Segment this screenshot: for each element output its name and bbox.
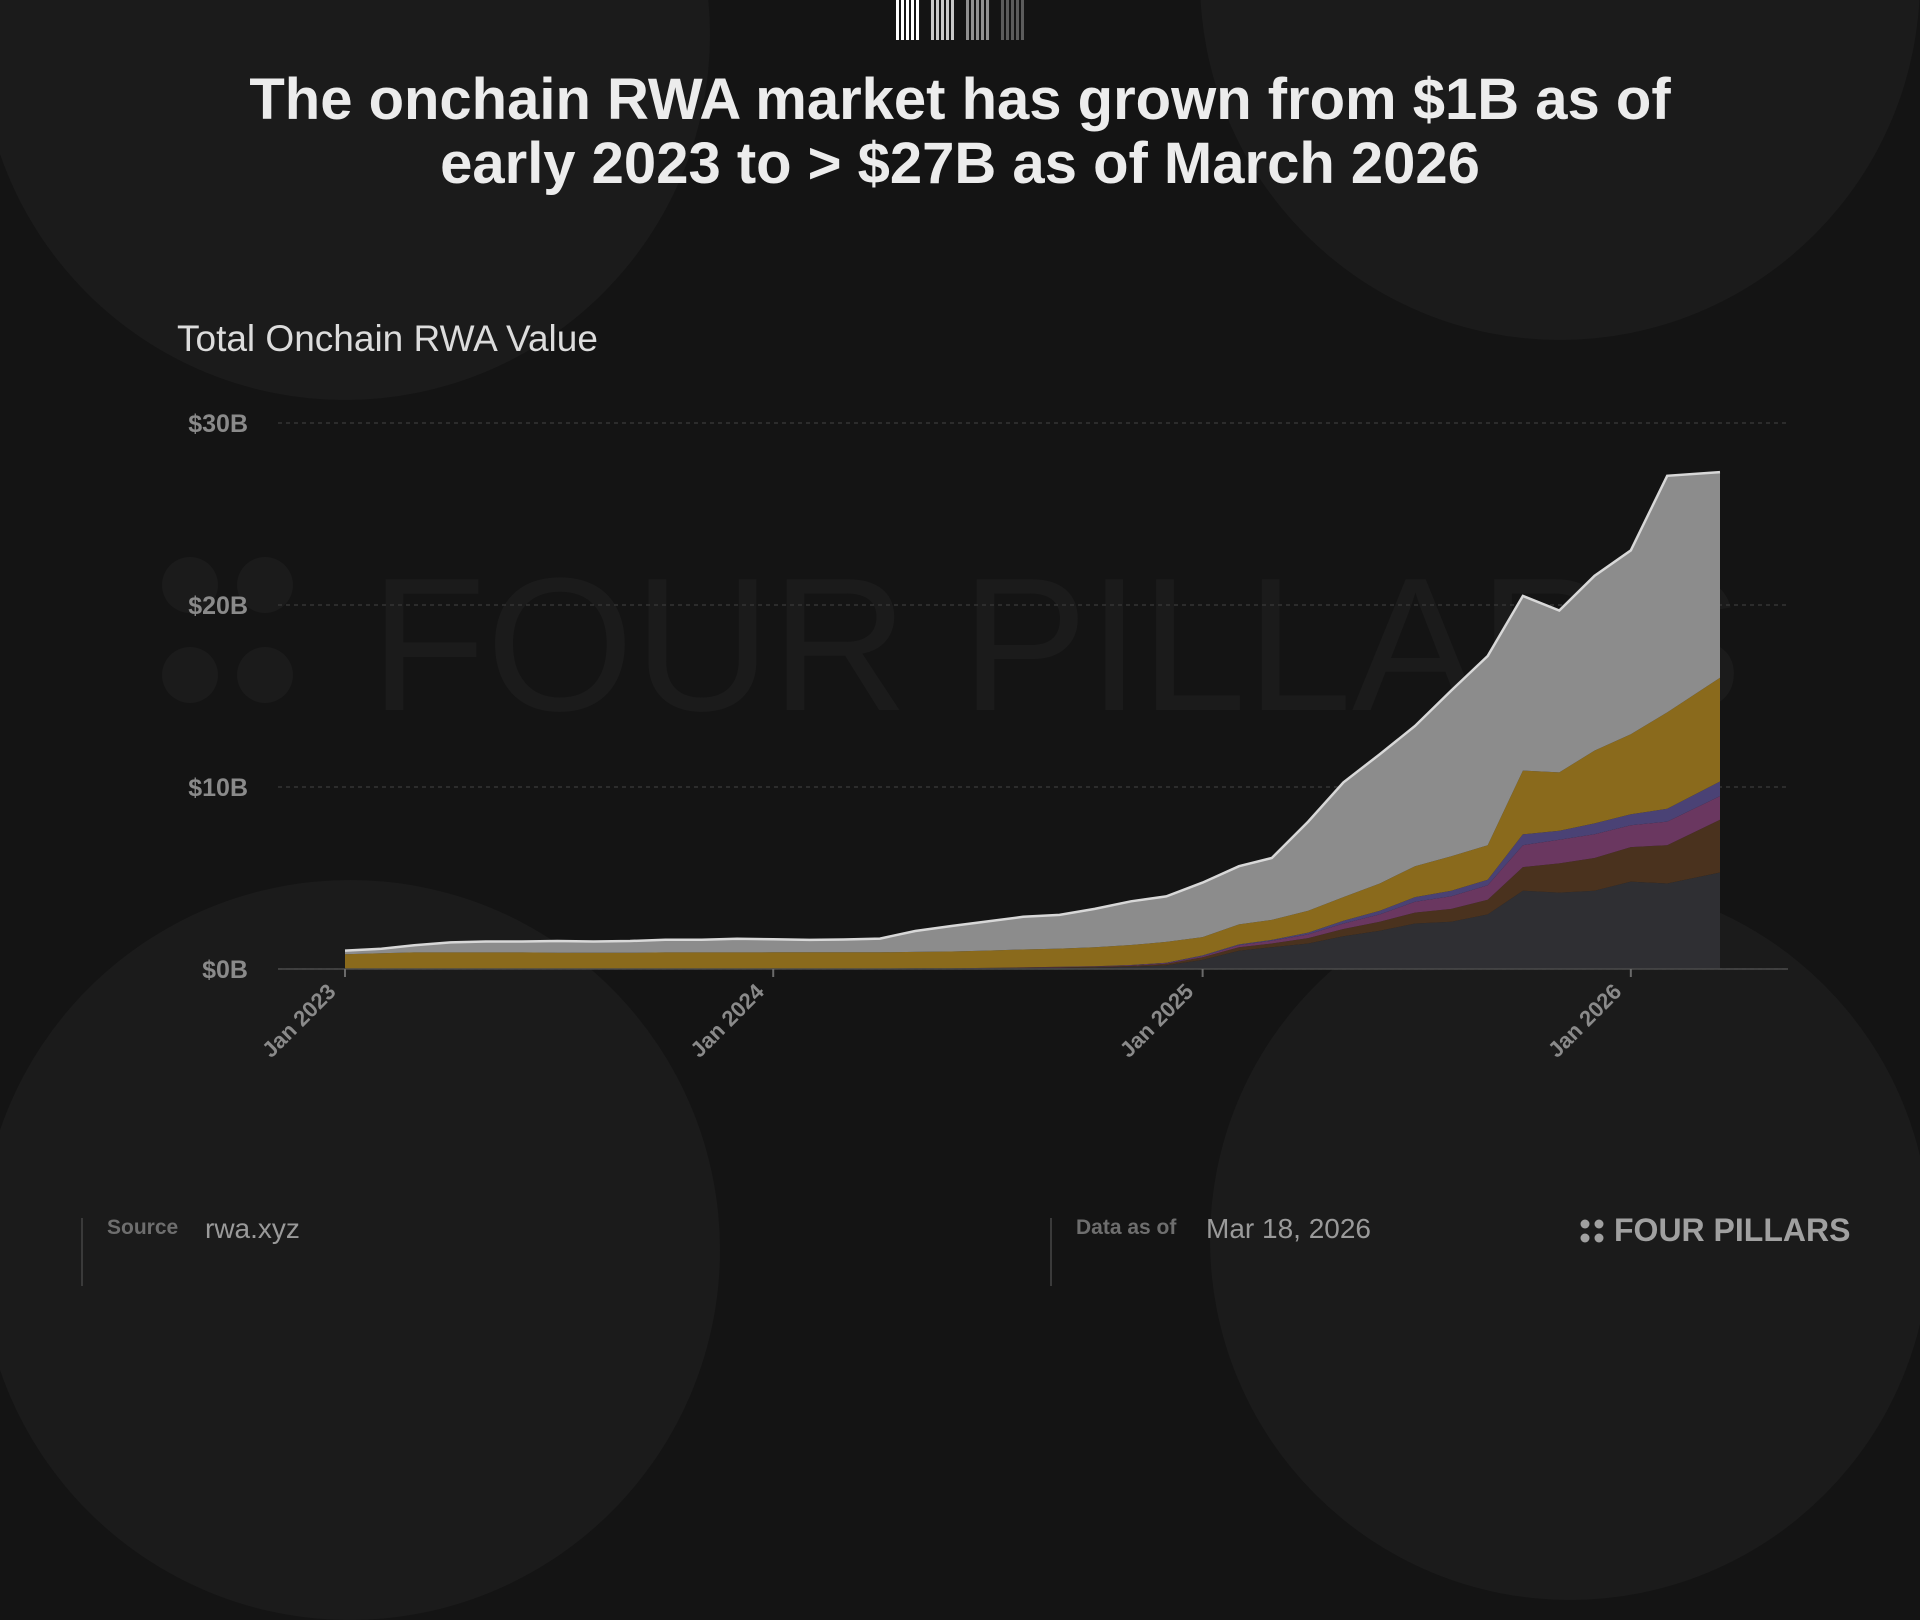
x-tick-label: Jan 2025 xyxy=(1115,979,1198,1062)
watermark-dot-icon xyxy=(162,557,218,613)
data-as-of-value: Mar 18, 2026 xyxy=(1206,1213,1371,1244)
barcode-logo-icon xyxy=(896,0,1024,40)
area-series-6 xyxy=(345,472,1720,955)
footer-brand: FOUR PILLARS xyxy=(1580,1212,1850,1249)
y-tick-label: $30B xyxy=(188,410,248,438)
area-series-5 xyxy=(345,677,1720,969)
watermark-dot-icon xyxy=(237,557,293,613)
footer-divider-right xyxy=(1050,1218,1052,1286)
headline: The onchain RWA market has grown from $1… xyxy=(160,68,1760,196)
y-tick-label: $20B xyxy=(188,592,248,620)
x-tick-label: Jan 2023 xyxy=(257,979,340,1062)
x-tick-label: Jan 2024 xyxy=(685,978,769,1062)
four-dots-icon xyxy=(1580,1219,1604,1242)
headline-line-1: The onchain RWA market has grown from $1… xyxy=(249,67,1671,132)
area-series-1 xyxy=(345,872,1720,969)
watermark-dot-icon xyxy=(237,647,293,703)
footer-brand-label: FOUR PILLARS xyxy=(1614,1212,1851,1248)
data-as-of-label: Data as of xyxy=(1076,1216,1177,1239)
watermark-dot-icon xyxy=(162,647,218,703)
chart-title: Total Onchain RWA Value xyxy=(177,318,598,359)
headline-line-2: early 2023 to > $27B as of March 2026 xyxy=(440,131,1480,196)
footer-divider-left xyxy=(81,1218,83,1286)
y-tick-label: $0B xyxy=(202,956,248,984)
source-label: Source xyxy=(107,1216,179,1239)
source-value: rwa.xyz xyxy=(205,1213,300,1244)
y-tick-label: $10B xyxy=(188,774,248,802)
x-tick-label: Jan 2026 xyxy=(1543,979,1626,1062)
total-line xyxy=(344,470,1721,952)
